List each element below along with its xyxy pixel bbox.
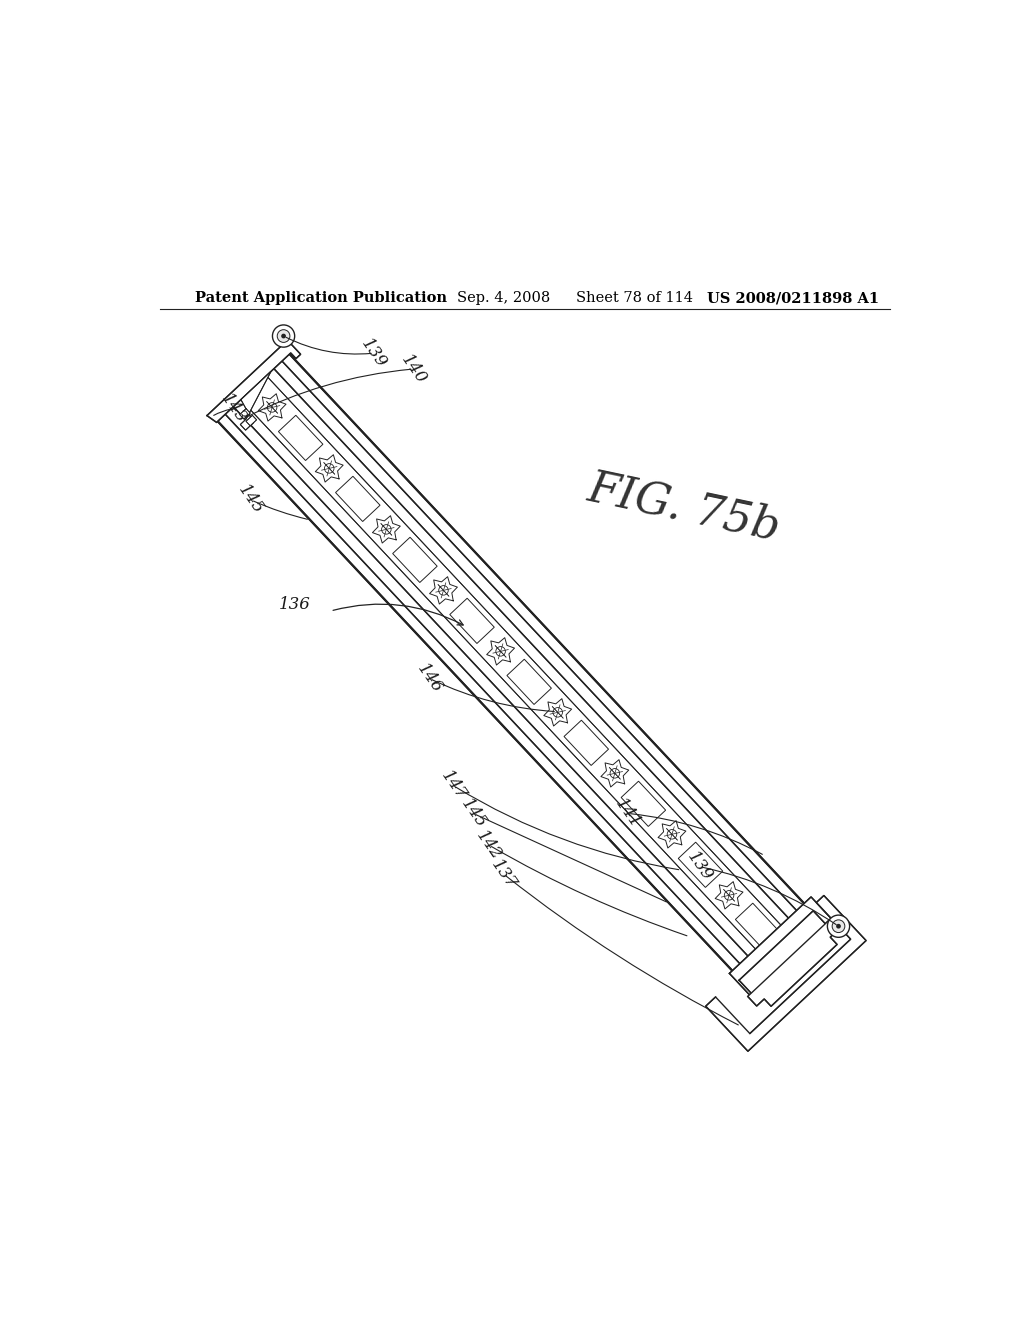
- Text: 136: 136: [279, 597, 310, 614]
- Polygon shape: [507, 659, 551, 705]
- Polygon shape: [336, 477, 380, 521]
- Text: 141: 141: [612, 796, 644, 832]
- Text: Patent Application Publication: Patent Application Publication: [196, 292, 447, 305]
- Circle shape: [724, 891, 734, 900]
- Text: 143: 143: [217, 391, 250, 426]
- Circle shape: [282, 334, 286, 338]
- Circle shape: [325, 463, 334, 473]
- Text: 137: 137: [488, 857, 520, 892]
- Text: 146: 146: [414, 660, 445, 697]
- Polygon shape: [392, 537, 437, 582]
- Circle shape: [833, 920, 845, 932]
- Circle shape: [610, 768, 620, 777]
- Polygon shape: [279, 416, 323, 461]
- Polygon shape: [729, 896, 831, 995]
- Polygon shape: [739, 911, 826, 994]
- Text: 142: 142: [473, 828, 505, 863]
- Circle shape: [668, 829, 677, 840]
- Text: FIG. 75b: FIG. 75b: [585, 466, 784, 549]
- Circle shape: [438, 586, 449, 595]
- Text: 147: 147: [437, 768, 469, 804]
- Circle shape: [827, 915, 850, 937]
- Circle shape: [278, 330, 290, 342]
- Text: 145: 145: [457, 796, 489, 832]
- Text: 145: 145: [234, 482, 267, 517]
- Polygon shape: [564, 721, 608, 766]
- Circle shape: [382, 524, 391, 535]
- Text: Sheet 78 of 114: Sheet 78 of 114: [577, 292, 693, 305]
- Circle shape: [553, 708, 562, 717]
- Text: US 2008/0211898 A1: US 2008/0211898 A1: [708, 292, 880, 305]
- Circle shape: [837, 924, 841, 928]
- Circle shape: [267, 403, 276, 412]
- Text: 139: 139: [683, 849, 716, 884]
- Polygon shape: [450, 598, 495, 643]
- Polygon shape: [735, 903, 780, 948]
- Circle shape: [496, 647, 506, 656]
- Polygon shape: [241, 371, 271, 430]
- Polygon shape: [678, 842, 723, 887]
- Polygon shape: [207, 341, 301, 422]
- Polygon shape: [240, 409, 250, 418]
- Text: 139: 139: [358, 335, 390, 371]
- Text: 140: 140: [397, 351, 430, 387]
- Polygon shape: [622, 781, 666, 826]
- Polygon shape: [706, 895, 866, 1051]
- Text: Sep. 4, 2008: Sep. 4, 2008: [458, 292, 551, 305]
- Polygon shape: [215, 351, 815, 982]
- Polygon shape: [748, 920, 838, 1006]
- Circle shape: [272, 325, 295, 347]
- Polygon shape: [246, 416, 257, 426]
